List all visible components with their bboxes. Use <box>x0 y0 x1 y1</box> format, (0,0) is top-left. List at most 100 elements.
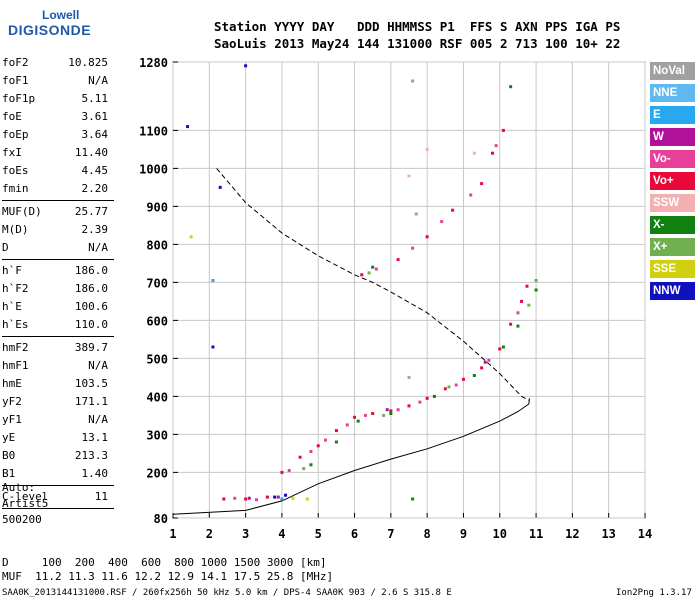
y-tick-label: 300 <box>146 428 168 442</box>
echo-point-noval <box>414 212 418 216</box>
echo-point-vo <box>265 495 269 499</box>
params-group-4: hmF2 389.7 hmF1 N/A hmE 103.5 yF2 171.1 yF1 N/A yE… <box>2 339 112 483</box>
echo-point-x <box>411 497 415 501</box>
echo-point-ssw <box>425 147 429 151</box>
y-tick-label: 400 <box>146 390 168 404</box>
echo-point-w <box>483 360 487 364</box>
echo-point-x <box>527 303 531 307</box>
legend-item-nnw: NNW <box>650 282 695 300</box>
echo-point-vo <box>451 208 455 212</box>
param-value: 213.3 <box>74 449 108 462</box>
echo-point-vo <box>360 273 364 277</box>
echo-point-x <box>432 394 436 398</box>
param-value: N/A <box>88 359 108 372</box>
param-value: 4.45 <box>81 164 109 177</box>
echo-point-vo <box>389 409 393 413</box>
param-name: fxI <box>2 146 22 159</box>
echo-point-vo <box>374 267 378 271</box>
x-tick-label: 7 <box>387 527 394 541</box>
param-row: foF1p 5.11 <box>2 90 112 108</box>
param-row: B0 213.3 <box>2 447 112 465</box>
param-name: yF1 <box>2 413 22 426</box>
param-row: foEp 3.64 <box>2 126 112 144</box>
param-name: yF2 <box>2 395 22 408</box>
echo-point-vo <box>334 429 338 433</box>
param-value: 3.61 <box>81 110 109 123</box>
param-value: 25.77 <box>74 205 108 218</box>
param-row: h`Es 110.0 <box>2 316 112 334</box>
param-row: h`F 186.0 <box>2 262 112 280</box>
y-tick-label: 500 <box>146 352 168 366</box>
param-row: h`F2 186.0 <box>2 280 112 298</box>
legend-item-x: X+ <box>650 238 695 256</box>
param-value: 389.7 <box>74 341 108 354</box>
x-tick-label: 10 <box>493 527 507 541</box>
echo-point-vo <box>345 423 349 427</box>
echo-point-x <box>309 463 313 467</box>
param-value: N/A <box>88 413 108 426</box>
param-name: hmF1 <box>2 359 29 372</box>
param-value: 10.825 <box>68 56 108 69</box>
echo-point-noval <box>407 375 411 379</box>
echo-point-vo <box>396 258 400 262</box>
echo-point-vo <box>280 470 284 474</box>
param-value: 186.0 <box>74 282 108 295</box>
param-value: 2.20 <box>81 182 109 195</box>
parameter-panel: foF2 10.825 foF1 N/A foF1p 5.11 foE 3.61 foEp 3.6… <box>2 54 114 511</box>
param-name: foE <box>2 110 22 123</box>
echo-point-x <box>516 324 520 328</box>
y-tick-label: 200 <box>146 466 168 480</box>
param-name: B0 <box>2 449 16 462</box>
echo-point-vo <box>487 358 491 362</box>
x-tick-label: 3 <box>242 527 249 541</box>
x-tick-label: 6 <box>351 527 358 541</box>
echo-point-x <box>534 288 538 292</box>
echo-point-vo <box>491 151 495 155</box>
param-row: fxI 11.40 <box>2 144 112 162</box>
params-group-3: h`F 186.0 h`F2 186.0 h`E 100.6 h`Es 110.0 <box>2 262 112 334</box>
param-row: MUF(D) 25.77 <box>2 203 112 221</box>
echo-point-vo <box>298 455 302 459</box>
param-row: hmF2 389.7 <box>2 339 112 357</box>
legend: NoVal NNE E W Vo- Vo+ SSW X- X+ SSE NNW <box>650 62 695 304</box>
legend-item-noval: NoVal <box>650 62 695 80</box>
echo-point-x <box>509 85 513 89</box>
legend-item-nne: NNE <box>650 84 695 102</box>
y-tick-label: 700 <box>146 276 168 290</box>
param-value: 186.0 <box>74 264 108 277</box>
echo-point-vo <box>440 220 444 224</box>
digisonde-logo: Lowell DIGISONDE <box>2 6 91 42</box>
echo-point-vo <box>244 497 248 501</box>
echo-point-ssw <box>407 174 411 178</box>
param-value: 11 <box>94 490 108 503</box>
separator <box>2 508 114 509</box>
param-name: foF1p <box>2 92 36 105</box>
param-row: yF2 171.1 <box>2 393 112 411</box>
echo-point-nnw <box>186 125 190 129</box>
echo-point-x <box>371 265 375 269</box>
param-row: foF1 N/A <box>2 72 112 90</box>
echo-point-vo <box>480 182 484 186</box>
echo-point-w <box>276 495 280 499</box>
echo-point-vo <box>396 408 400 412</box>
echo-point-x <box>472 374 476 377</box>
separator <box>2 485 114 486</box>
y-tick-label: 1280 <box>139 56 168 70</box>
param-row: B1 1.40 <box>2 465 112 483</box>
param-value: 171.1 <box>74 395 108 408</box>
y-tick-label: 80 <box>154 512 168 526</box>
header-labels: Station YYYY DAY DDD HHMMSS P1 FFS S AXN… <box>214 19 621 34</box>
echo-point-vo <box>461 377 465 381</box>
echo-point-vo <box>516 311 520 315</box>
echo-point-vo <box>525 284 529 288</box>
echo-point-x <box>356 419 360 423</box>
echo-point-nnw <box>218 185 222 189</box>
param-name: h`F <box>2 264 22 277</box>
params-group-2: MUF(D) 25.77 M(D) 2.39 D N/A <box>2 203 112 257</box>
logo-line1: Lowell <box>42 8 80 22</box>
legend-item-e: E <box>650 106 695 124</box>
auto-code: 500200 <box>2 513 42 526</box>
echo-point-nnw <box>244 64 248 68</box>
param-row: h`E 100.6 <box>2 298 112 316</box>
echo-point-x <box>302 467 306 471</box>
